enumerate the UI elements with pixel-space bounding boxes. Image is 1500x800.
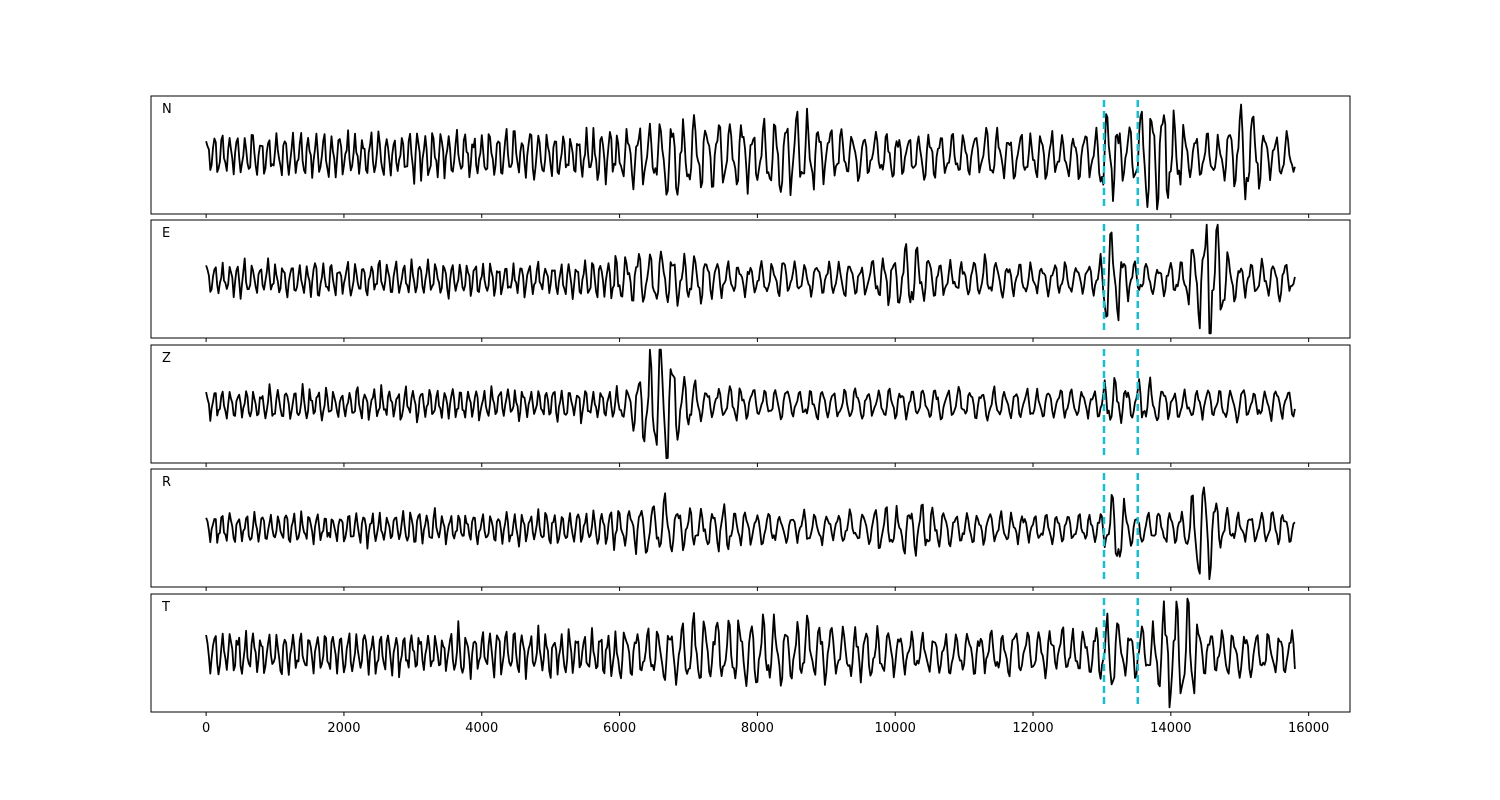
panel-frame-r <box>150 468 1351 588</box>
panel-frame-n <box>150 95 1351 215</box>
waveform-t <box>205 597 1296 709</box>
waveform-z <box>205 348 1296 460</box>
panel-label-n: N <box>162 102 172 117</box>
panel-label-z: Z <box>162 351 171 366</box>
panel-frame-z <box>150 344 1351 464</box>
panel-frame-e <box>150 219 1351 339</box>
waveform-n <box>205 103 1296 211</box>
waveform-e <box>205 223 1296 335</box>
waveform-r <box>205 486 1296 581</box>
x-tick-label: 2000 <box>327 721 360 736</box>
x-tick-label: 4000 <box>465 721 498 736</box>
x-tick-label: 16000 <box>1288 721 1329 736</box>
x-tick-label: 10000 <box>875 721 916 736</box>
x-tick-label: 12000 <box>1012 721 1053 736</box>
x-tick-label: 14000 <box>1150 721 1191 736</box>
x-tick-label: 8000 <box>741 721 774 736</box>
panel-label-e: E <box>162 226 170 241</box>
panel-label-r: R <box>162 475 171 490</box>
x-tick-label: 0 <box>202 721 210 736</box>
panel-frame-t <box>150 593 1351 713</box>
panel-label-t: T <box>161 600 170 615</box>
x-tick-label: 6000 <box>603 721 636 736</box>
